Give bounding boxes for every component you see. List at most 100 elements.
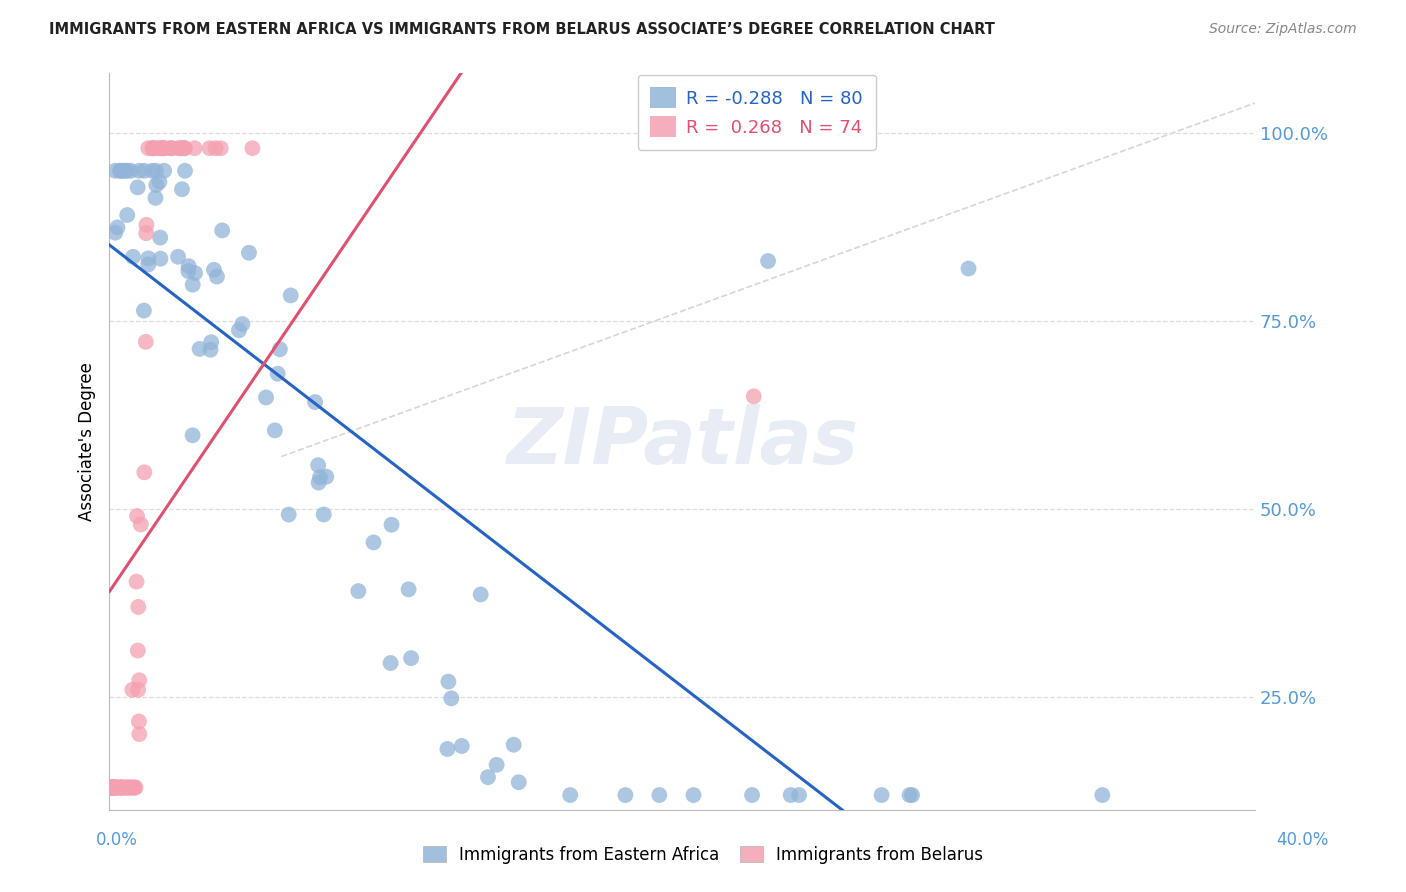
Point [112,163,135,178]
Y-axis label: Associate's Degree: Associate's Degree [79,362,96,521]
Point [101,780,124,795]
Point [114,163,136,178]
Point [118,780,141,795]
Point [127,599,149,614]
Point [380,656,402,670]
Point [779,788,801,802]
Point [101,780,124,795]
Point [104,226,127,240]
Point [107,220,129,235]
Point [135,218,157,232]
Point [110,780,132,795]
Point [114,780,136,795]
Point [115,163,138,178]
Point [134,465,156,479]
Point [380,517,402,532]
Point [110,780,132,795]
Point [209,141,232,155]
Point [181,277,204,292]
Point [450,739,472,753]
Point [188,342,211,356]
Point [398,582,420,597]
Point [160,141,183,155]
Point [159,141,181,155]
Point [145,191,167,205]
Legend: R = -0.288   N = 80, R =  0.268   N = 74: R = -0.288 N = 80, R = 0.268 N = 74 [637,75,876,150]
Point [124,780,146,795]
Point [560,788,582,802]
Point [648,788,671,802]
Point [104,780,127,795]
Point [104,780,127,795]
Point [167,250,190,264]
Point [101,780,124,795]
Point [200,343,222,357]
Point [145,141,167,155]
Point [184,266,207,280]
Point [125,509,148,524]
Point [120,163,142,178]
Point [148,175,170,189]
Point [149,141,172,155]
Point [134,163,156,178]
Point [172,141,194,155]
Point [363,535,385,549]
Point [957,261,980,276]
Point [127,682,149,697]
Point [107,780,129,795]
Point [105,780,128,795]
Point [145,178,167,192]
Point [115,208,138,222]
Point [128,673,150,688]
Point [110,780,132,795]
Point [135,226,157,240]
Point [141,163,163,178]
Point [682,788,704,802]
Point [121,780,143,795]
Point [901,788,924,802]
Point [104,780,127,795]
Point [122,250,145,264]
Point [101,780,124,795]
Point [127,643,149,657]
Point [110,780,132,795]
Point [101,780,124,795]
Point [101,780,124,795]
Point [142,141,165,155]
Point [111,780,134,795]
Point [309,470,332,484]
Point [136,252,159,266]
Point [128,163,150,178]
Point [756,254,779,268]
Point [470,587,492,601]
Point [280,288,302,302]
Point [174,163,197,178]
Point [231,317,253,331]
Point [145,163,167,178]
Point [173,141,195,155]
Point [242,141,264,155]
Point [101,780,124,795]
Point [121,780,143,795]
Point [436,742,458,756]
Point [101,780,124,795]
Point [898,788,921,802]
Point [153,163,176,178]
Point [200,335,222,350]
Point [103,780,125,795]
Point [142,141,165,155]
Point [124,780,146,795]
Point [614,788,637,802]
Point [103,780,125,795]
Point [177,259,200,273]
Point [508,775,530,789]
Point [136,141,159,155]
Point [742,389,765,403]
Point [150,141,173,155]
Point [238,245,260,260]
Point [125,574,148,589]
Point [347,584,370,599]
Text: ZIPatlas: ZIPatlas [506,403,858,480]
Point [149,252,172,266]
Point [308,475,330,490]
